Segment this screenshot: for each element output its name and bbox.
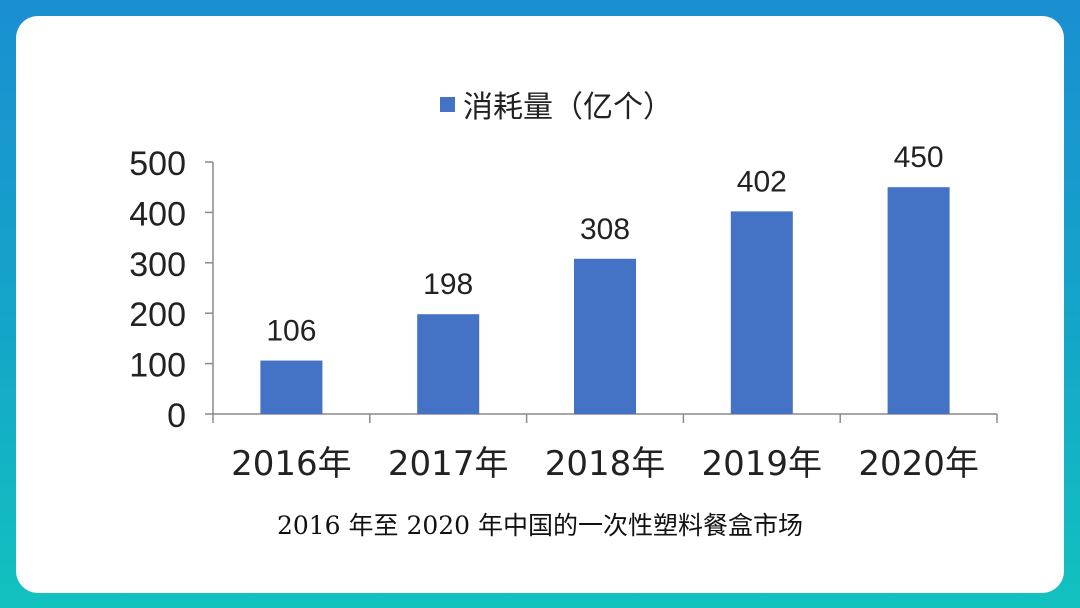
x-tick-label: 2016年 xyxy=(231,444,352,484)
x-tick-label: 2018年 xyxy=(545,444,666,484)
x-tick-label: 2017年 xyxy=(388,444,509,484)
y-tick-label: 200 xyxy=(129,296,186,334)
bar-2018 xyxy=(574,258,636,414)
legend-swatch xyxy=(440,97,455,112)
x-tick-label: 2020年 xyxy=(858,444,979,484)
y-tick-label: 500 xyxy=(129,145,186,183)
x-axis: 2016年 2017年 2018年 2019年 2020年 xyxy=(212,413,998,484)
y-tick-label: 0 xyxy=(167,397,186,435)
data-label: 198 xyxy=(423,268,473,301)
bar-2017 xyxy=(417,314,480,414)
bar-2020 xyxy=(887,187,950,414)
bar-2016 xyxy=(260,360,323,414)
data-label: 308 xyxy=(580,213,630,246)
bar-2019 xyxy=(730,211,793,414)
y-tick-label: 100 xyxy=(129,347,186,385)
legend: 消耗量（亿个） xyxy=(440,90,673,125)
data-label: 106 xyxy=(266,315,316,348)
x-tick-label: 2019年 xyxy=(702,444,823,484)
y-axis: 0 100 200 300 400 500 xyxy=(129,145,214,435)
legend-label: 消耗量（亿个） xyxy=(463,90,673,125)
chart-caption: 2016 年至 2020 年中国的一次性塑料餐盒市场 xyxy=(276,511,804,540)
data-labels: 106 198 308 402 450 xyxy=(266,141,943,347)
bars xyxy=(260,187,950,414)
data-label: 402 xyxy=(737,165,787,198)
data-label: 450 xyxy=(894,141,944,174)
y-tick-label: 300 xyxy=(129,246,186,284)
y-tick-label: 400 xyxy=(129,195,186,233)
